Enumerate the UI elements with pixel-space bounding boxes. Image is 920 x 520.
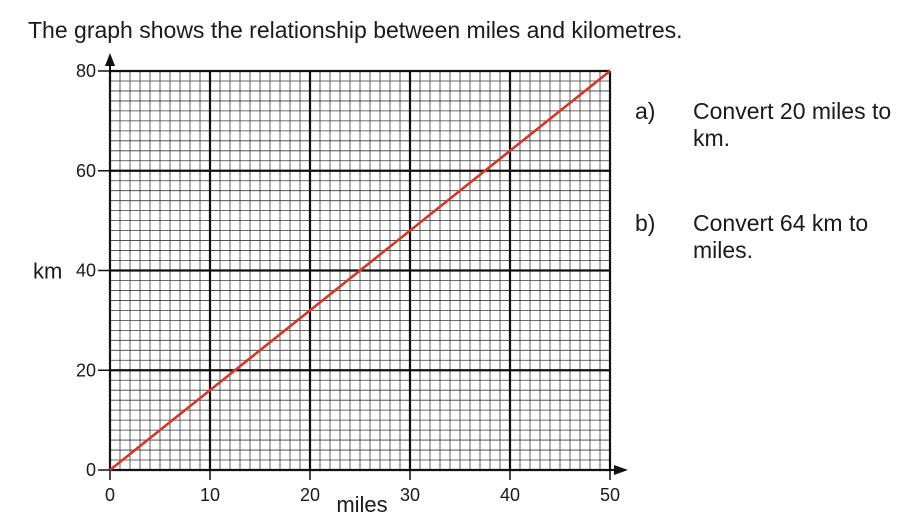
question-b-label: b)	[635, 210, 656, 236]
x-axis-title: miles	[336, 492, 387, 517]
y-axis-arrow	[105, 53, 115, 66]
x-tick-label: 10	[200, 485, 220, 505]
y-tick-label: 0	[86, 460, 96, 480]
y-tick-label: 60	[76, 161, 96, 181]
axes	[105, 53, 628, 475]
question-b-text: Convert 64 km to miles.	[693, 210, 869, 263]
conversion-line	[109, 69, 611, 472]
question-a-label: a)	[635, 98, 656, 124]
x-axis-arrow	[614, 465, 628, 475]
y-tick-label: 40	[76, 261, 96, 281]
intro-text: The graph shows the relationship between…	[28, 17, 683, 43]
x-tick-label: 0	[105, 485, 115, 505]
x-tick-label: 40	[500, 485, 520, 505]
x-tick-label: 50	[600, 485, 620, 505]
x-tick-label: 30	[400, 485, 420, 505]
y-axis-title: km	[33, 259, 62, 284]
y-tick-label: 80	[76, 61, 96, 81]
ticks: 0 10 20 30 40 50 0 20 40 60 80	[76, 61, 620, 505]
question-a-text: Convert 20 miles to km.	[693, 98, 892, 151]
series-layer	[109, 69, 611, 472]
y-tick-label: 20	[76, 360, 96, 380]
x-tick-label: 20	[300, 485, 320, 505]
